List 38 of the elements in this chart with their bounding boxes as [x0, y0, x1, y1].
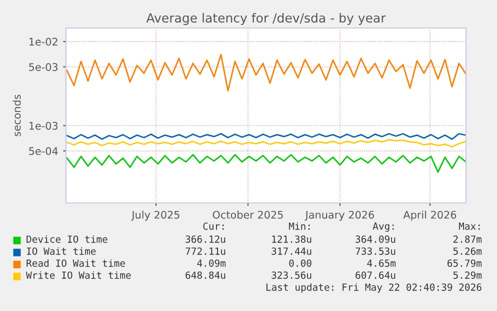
text: 364.09u	[356, 235, 396, 243]
text: Min:	[288, 222, 310, 230]
text: 65.79m	[448, 259, 482, 267]
text: Last update: Fri May 22 02:40:39 2026	[266, 283, 482, 293]
text: Avg:	[372, 222, 394, 232]
text: 4.65m	[367, 259, 396, 267]
text: Max:	[458, 222, 480, 230]
text: 317.44u	[272, 247, 312, 255]
text: 366.12u	[186, 235, 226, 243]
x-tick-label: October 2025	[212, 210, 283, 219]
text: 5.26m	[453, 247, 482, 255]
legend-label: IO Wait time	[26, 247, 96, 255]
x-tick-label: July 2025	[131, 210, 180, 221]
text: 648.84u	[186, 271, 226, 279]
text: 0.00	[289, 259, 312, 267]
text: Cur:	[203, 222, 224, 230]
x-tick-label: January 2026	[304, 210, 374, 221]
text: 733.53u	[356, 247, 396, 255]
y-tick-label: 1e-02	[29, 38, 58, 46]
legend-label: Device IO time	[26, 235, 108, 243]
x-tick-label: April 2026	[403, 210, 456, 221]
text: 772.11u	[186, 247, 226, 255]
text: 323.56u	[272, 271, 312, 279]
text: 121.38u	[272, 235, 312, 243]
y-tick-label: 5e-04	[29, 147, 58, 156]
legend-label: Write IO Wait time	[26, 271, 131, 279]
text: 5.29m	[453, 271, 482, 279]
line-series	[66, 154, 466, 173]
legend-label: Read IO Wait time	[26, 259, 125, 267]
line-series	[66, 138, 466, 148]
y-axis-title: seconds	[12, 94, 21, 136]
line-series	[66, 54, 466, 92]
text: 607.64u	[356, 271, 396, 279]
y-tick-label: 5e-03	[29, 63, 58, 71]
text: 4.09m	[197, 259, 226, 267]
y-tick-label: 1e-03	[29, 122, 58, 130]
chart-title: Average latency for /dev/sda - by year	[146, 12, 386, 26]
text: 2.87m	[453, 235, 482, 243]
